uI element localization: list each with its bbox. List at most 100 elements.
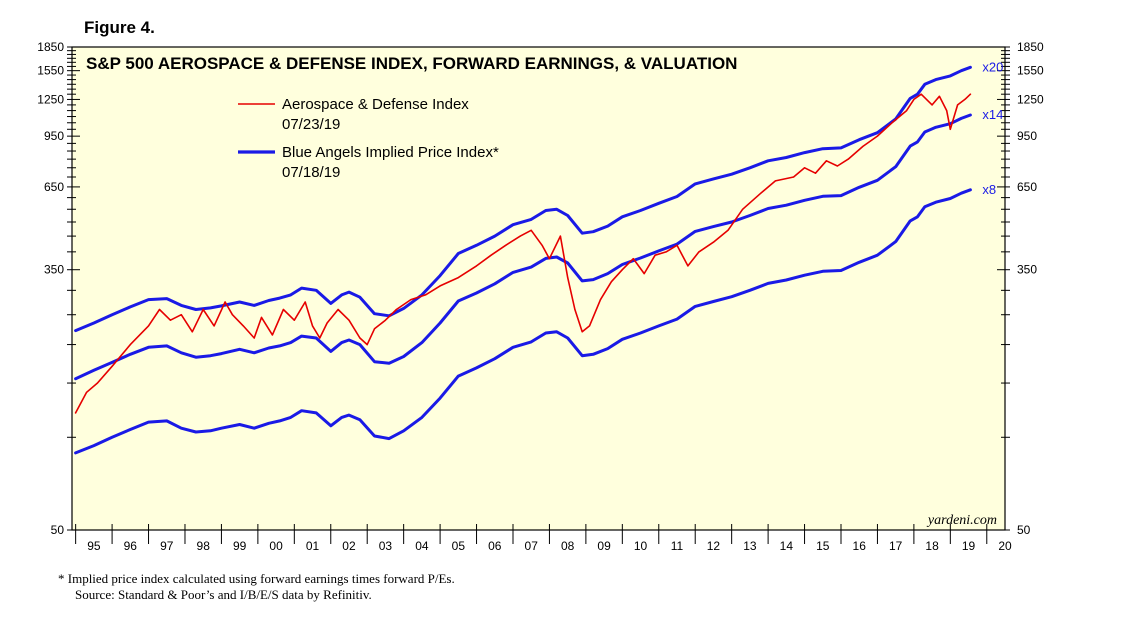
data-point bbox=[220, 353, 222, 355]
data-point bbox=[960, 70, 962, 72]
x-tick-label: 10 bbox=[634, 539, 648, 553]
x-tick-label: 16 bbox=[853, 539, 867, 553]
data-point bbox=[712, 178, 715, 180]
x-tick-label: 01 bbox=[306, 539, 320, 553]
x-tick-label: 03 bbox=[379, 539, 393, 553]
data-point bbox=[687, 265, 689, 267]
x-tick-label: 15 bbox=[816, 539, 830, 553]
data-point bbox=[924, 83, 926, 85]
data-point bbox=[475, 367, 478, 369]
x-tick-label: 18 bbox=[925, 539, 939, 553]
data-point bbox=[239, 348, 241, 350]
data-point bbox=[545, 257, 547, 259]
data-point bbox=[785, 204, 787, 206]
footnote-line-1: * Implied price index calculated using f… bbox=[58, 571, 455, 586]
data-point bbox=[209, 430, 212, 432]
data-point bbox=[588, 325, 591, 327]
data-point bbox=[785, 279, 787, 281]
data-point bbox=[213, 325, 215, 327]
legend-label: Aerospace & Defense Index bbox=[282, 96, 469, 113]
data-point bbox=[676, 243, 678, 245]
data-point bbox=[253, 337, 255, 339]
y-tick-label: 650 bbox=[44, 180, 64, 194]
data-point bbox=[147, 421, 150, 423]
data-point bbox=[581, 355, 583, 357]
data-point bbox=[169, 319, 171, 321]
data-point bbox=[253, 352, 255, 354]
data-point bbox=[858, 139, 860, 141]
data-point bbox=[293, 319, 295, 321]
data-point bbox=[330, 425, 332, 427]
data-point bbox=[290, 294, 292, 296]
data-point bbox=[202, 308, 204, 311]
data-point bbox=[541, 244, 543, 246]
data-point bbox=[654, 254, 656, 256]
data-point bbox=[290, 416, 292, 418]
data-point bbox=[512, 271, 514, 273]
data-point bbox=[512, 224, 514, 226]
legend: Aerospace & Defense Index 07/23/19 Blue An… bbox=[238, 96, 499, 181]
chart-title: S&P 500 AEROSPACE & DEFENSE INDEX, FORWA… bbox=[86, 54, 737, 73]
data-point bbox=[475, 265, 478, 267]
data-point bbox=[639, 257, 642, 259]
data-point bbox=[676, 318, 678, 320]
y-tick-label: 650 bbox=[1017, 180, 1037, 194]
data-point bbox=[147, 299, 150, 301]
data-point bbox=[129, 428, 131, 431]
data-point bbox=[931, 104, 933, 106]
series-lines bbox=[74, 65, 972, 455]
data-point bbox=[341, 416, 343, 418]
data-point bbox=[840, 147, 842, 149]
data-point bbox=[665, 251, 667, 253]
data-point bbox=[749, 289, 751, 291]
data-point bbox=[180, 314, 182, 316]
y-tick-label: 50 bbox=[51, 523, 65, 537]
data-point bbox=[876, 179, 879, 181]
data-point bbox=[592, 279, 594, 281]
x-tick-label: 08 bbox=[561, 539, 575, 553]
y-tick-label: 1850 bbox=[1017, 40, 1044, 54]
data-point bbox=[916, 93, 919, 95]
data-point bbox=[260, 316, 263, 318]
data-point bbox=[840, 269, 842, 272]
data-point bbox=[935, 126, 937, 128]
plot-frame bbox=[71, 46, 1006, 531]
data-point bbox=[916, 141, 919, 143]
data-point bbox=[909, 220, 911, 222]
data-point bbox=[271, 334, 273, 336]
x-tick-label: 06 bbox=[488, 539, 502, 553]
data-point bbox=[969, 66, 972, 68]
x-tick-label: 95 bbox=[87, 539, 101, 553]
data-point bbox=[129, 344, 131, 346]
series-label-x8: x8 bbox=[982, 182, 996, 197]
y-tick-label: 1550 bbox=[37, 64, 64, 78]
data-point bbox=[960, 192, 962, 194]
chart: 50 350 650 950 1250 1550 1850 50 350 650 950 1250 1… bbox=[37, 40, 1044, 553]
data-point bbox=[315, 289, 317, 291]
data-point bbox=[804, 152, 806, 154]
data-point bbox=[530, 341, 532, 343]
data-point bbox=[749, 214, 751, 217]
data-point bbox=[403, 307, 405, 309]
footnote: * Implied price index calculated using f… bbox=[58, 571, 455, 603]
data-point bbox=[658, 250, 660, 252]
data-point bbox=[475, 292, 478, 294]
data-point bbox=[75, 412, 77, 414]
data-point bbox=[457, 252, 459, 255]
data-point bbox=[86, 391, 88, 393]
data-point bbox=[774, 180, 777, 182]
data-point bbox=[530, 229, 532, 231]
y-tick-label: 50 bbox=[1017, 523, 1031, 537]
data-point bbox=[279, 420, 281, 422]
x-tick-labels: 95 96 97 98 99 00 01 02 03 04 05 06 07 08 09 10 11 12 13 14… bbox=[87, 539, 1012, 553]
data-point bbox=[75, 452, 77, 454]
data-point bbox=[694, 183, 696, 185]
data-point bbox=[793, 176, 795, 178]
data-point bbox=[924, 206, 926, 208]
x-tick-label: 05 bbox=[452, 539, 466, 553]
data-point bbox=[384, 319, 386, 321]
data-point bbox=[909, 145, 911, 147]
data-point bbox=[607, 273, 609, 275]
data-point bbox=[301, 287, 303, 289]
data-point bbox=[512, 346, 514, 348]
